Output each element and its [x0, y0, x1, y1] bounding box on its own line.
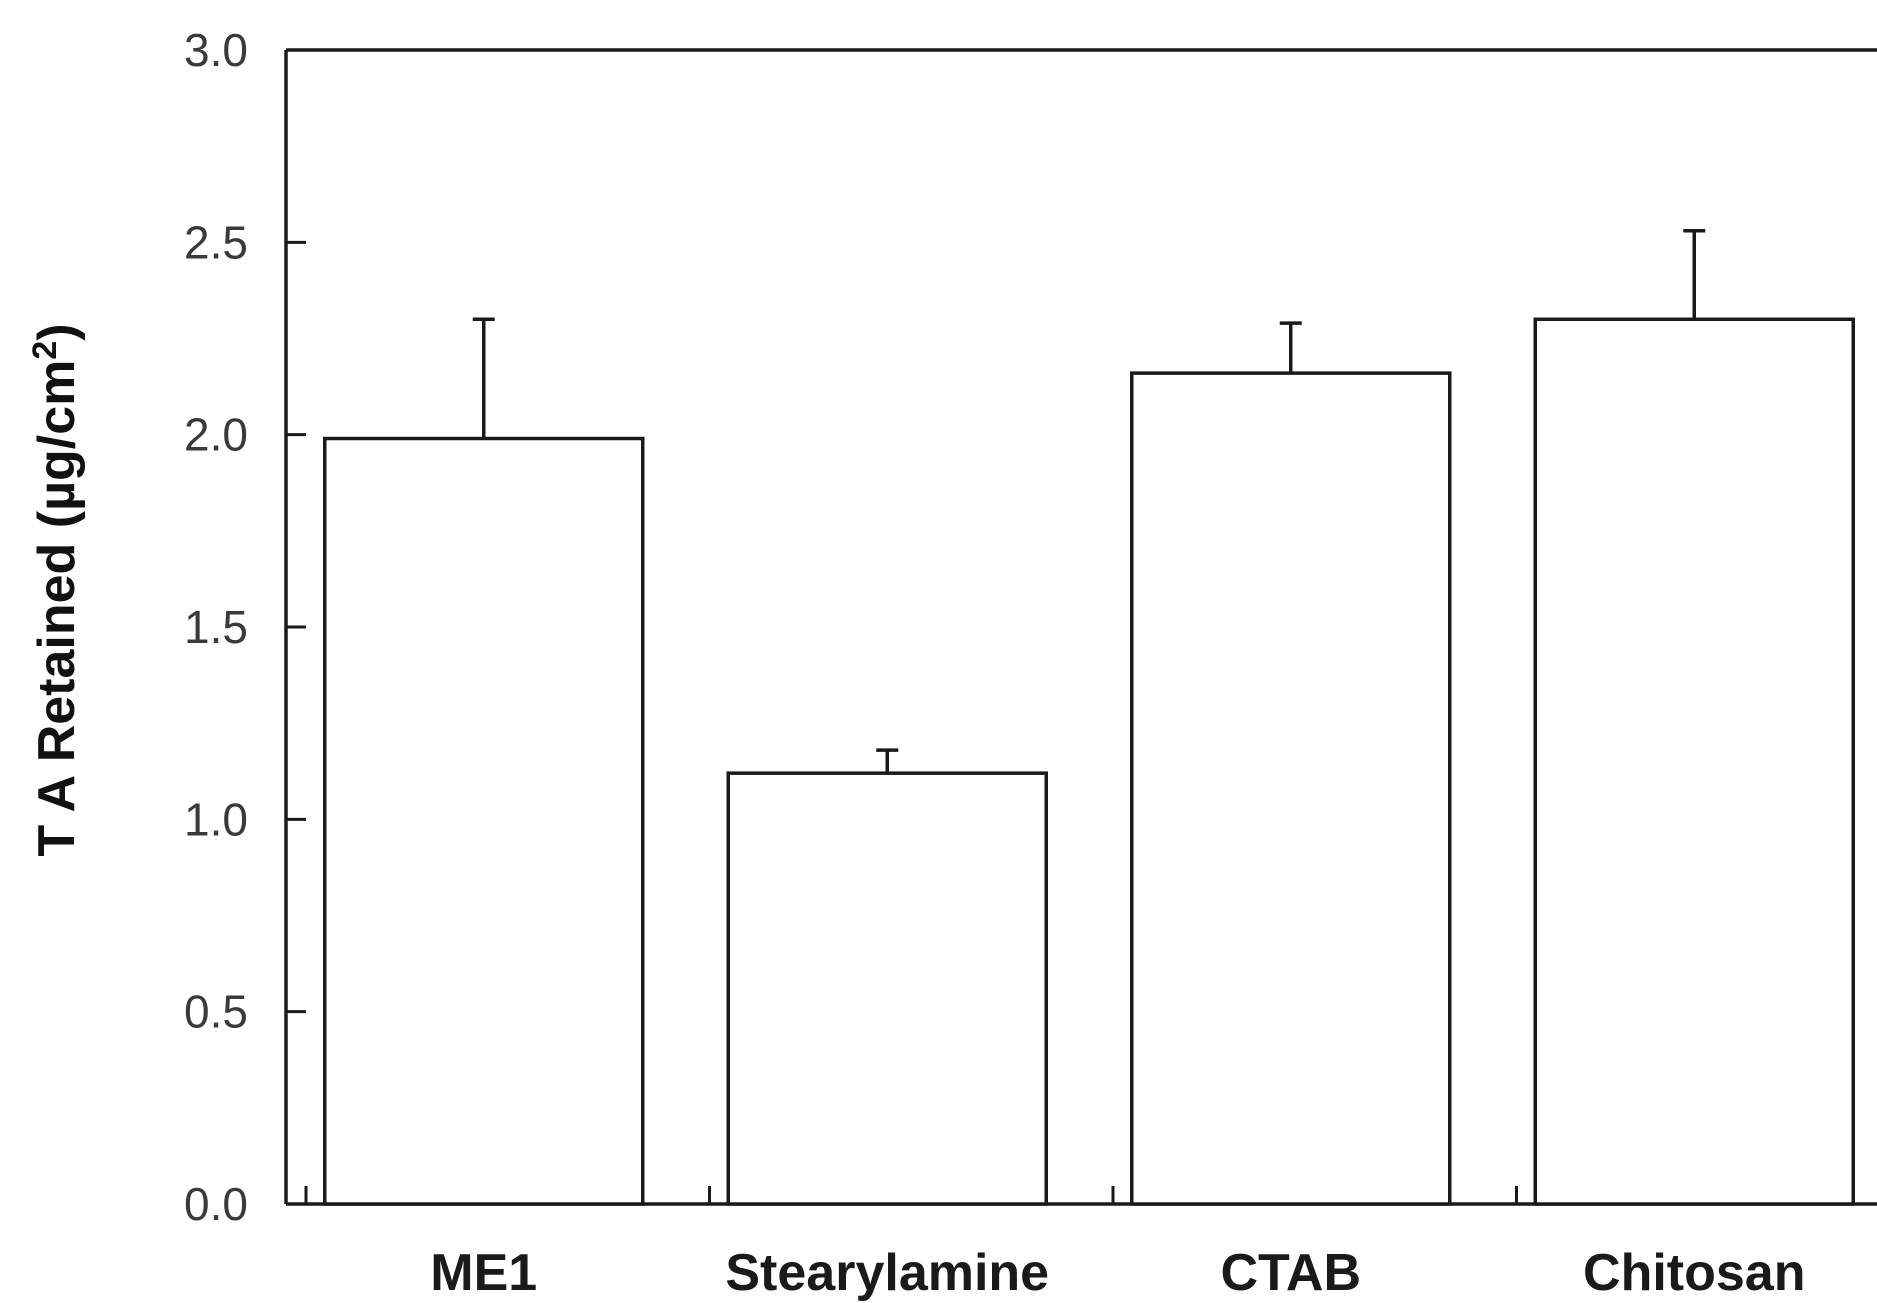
y-axis-title: T A Retained (µg/cm2) [26, 323, 86, 856]
y-tick-label: 2.5 [184, 216, 248, 268]
x-category-label: Stearylamine [725, 1244, 1049, 1302]
y-tick-label: 0.0 [184, 1178, 248, 1230]
error-bars [472, 229, 1706, 774]
bar-chitosan [1533, 317, 1855, 1206]
category-labels: ME1 Stearylamine CTAB Chitosan [430, 1244, 1805, 1302]
y-tick-label: 0.5 [184, 986, 248, 1038]
y-axis-title-close: ) [28, 323, 86, 340]
bar-stearylamine [726, 771, 1048, 1206]
x-axis-ticks [304, 1186, 1518, 1204]
x-category-label: Chitosan [1583, 1244, 1805, 1302]
y-tick-label: 3.0 [184, 24, 248, 76]
bars [323, 317, 1855, 1206]
bar-me1 [323, 436, 645, 1206]
y-axis-ticks: 0.0 0.5 1.0 1.5 2.0 2.5 3.0 [184, 24, 306, 1230]
y-tick-label: 2.0 [184, 409, 248, 461]
y-tick-label: 1.0 [184, 793, 248, 845]
y-axis-title-main: T A Retained (µg/cm [28, 360, 86, 857]
bar-ctab [1130, 371, 1452, 1206]
x-category-label: CTAB [1220, 1244, 1361, 1302]
y-tick-label: 1.5 [184, 601, 248, 653]
x-category-label: ME1 [430, 1244, 537, 1302]
y-axis-title-superscript: 2 [26, 341, 64, 360]
